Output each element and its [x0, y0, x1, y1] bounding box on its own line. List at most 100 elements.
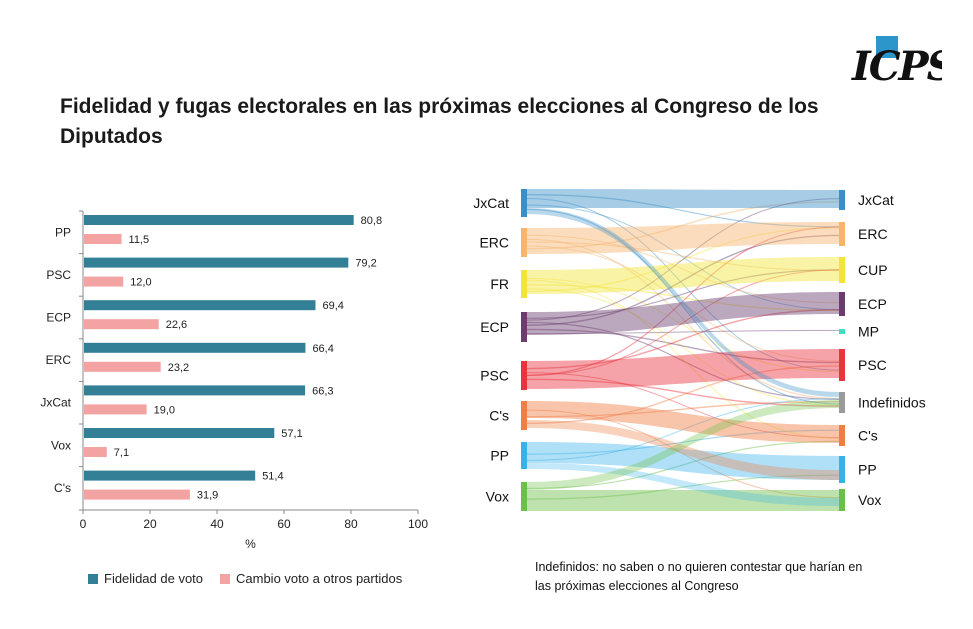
bar-1-ecp — [84, 319, 159, 330]
flow-erc-to-erc — [527, 222, 839, 254]
bar-0-c-s — [84, 470, 256, 481]
right-node-jxcat — [839, 190, 845, 210]
x-tick-label: 80 — [344, 517, 358, 531]
right-node-ecp — [839, 292, 845, 316]
left-node-c-s — [521, 401, 527, 430]
minor-flow-erc-to-jxcat — [526, 201, 840, 250]
right-node-pp — [839, 456, 845, 483]
minor-flow-jxcat-to-indefinidos — [526, 208, 840, 405]
data-label-0-erc: 66,4 — [312, 343, 333, 355]
minor-flow-fr-to-erc — [526, 227, 840, 292]
x-tick-label: 100 — [408, 517, 428, 531]
minor-flow-erc-to-cup — [526, 241, 840, 272]
legend-label-fidelidad: Fidelidad de voto — [104, 571, 204, 586]
right-node-vox — [839, 489, 845, 511]
minor-flow-ecp-to-psc — [526, 328, 840, 364]
minor-flow-c-s-to-indefinidos — [526, 400, 840, 418]
right-node-label-cup: CUP — [858, 262, 888, 278]
x-tick-label: 60 — [277, 517, 291, 531]
data-label-1-vox: 7,1 — [114, 447, 129, 459]
flow-pp-to-pp — [527, 442, 839, 480]
flow-vox-to-vox — [527, 490, 839, 511]
minor-flow-fr-to-ecp — [526, 284, 840, 312]
legend-label-cambio: Cambio voto a otros partidos — [236, 571, 403, 586]
data-label-0-vox: 57,1 — [281, 428, 302, 440]
left-node-label-erc: ERC — [479, 235, 509, 251]
minor-flow-pp-to-c-s — [526, 429, 840, 455]
flow-jxcat-to-indefinidos — [527, 208, 839, 397]
flow-pp-to-vox — [527, 463, 839, 506]
bar-0-erc — [84, 342, 306, 353]
bar-0-jxcat — [84, 385, 306, 396]
left-node-vox — [521, 482, 527, 511]
flow-c-s-to-c-s — [527, 401, 839, 443]
bar-0-pp — [84, 215, 354, 225]
chart-title: Fidelidad y fugas electorales en las pró… — [60, 95, 819, 148]
right-node-psc — [839, 349, 845, 381]
category-label-ecp: ECP — [46, 311, 71, 325]
minor-flow-erc-to-ecp — [526, 234, 840, 304]
category-label-psc: PSC — [46, 268, 71, 282]
minor-flow-vox-to-pp — [526, 474, 840, 500]
flow-vox-to-indefinidos — [527, 400, 839, 490]
data-label-1-psc: 12,0 — [130, 277, 151, 289]
left-node-pp — [521, 442, 527, 469]
sankey-diagram: JxCat ERC FR ECP PSC C's PP Vox JxCat ERC CUP ECP MP… — [473, 189, 926, 511]
left-node-fr — [521, 270, 527, 298]
right-node-label-jxcat: JxCat — [858, 192, 894, 208]
right-node-mp — [839, 329, 845, 334]
data-label-1-ecp: 22,6 — [166, 319, 187, 331]
flow-jxcat-to-jxcat — [527, 189, 839, 208]
legend-item-fidelidad: Fidelidad de voto — [88, 571, 203, 586]
right-node-label-erc: ERC — [858, 226, 888, 242]
indefinidos-note: Indefinidos: no saben o no quieren conte… — [535, 560, 863, 593]
data-label-1-c-s: 31,9 — [197, 490, 218, 502]
bar-1-vox — [84, 447, 107, 457]
minor-flow-ecp-to-mp — [526, 329, 840, 335]
minor-flow-fr-to-c-s — [526, 279, 840, 439]
logo-accent-square — [876, 36, 898, 58]
minor-flow-psc-to-ecp — [526, 309, 840, 370]
right-node-label-ecp: ECP — [858, 296, 887, 312]
right-node-label-mp: MP — [858, 324, 879, 340]
logo-text: ICPS — [851, 43, 942, 90]
right-node-indefinidos — [839, 392, 845, 413]
minor-flow-fr-to-indefinidos — [526, 288, 840, 406]
x-tick-label: 0 — [80, 517, 87, 531]
flow-ecp-to-ecp — [527, 292, 839, 335]
data-label-0-c-s: 51,4 — [262, 471, 283, 483]
bar-1-c-s — [84, 489, 190, 500]
right-node-label-vox: Vox — [858, 492, 881, 508]
right-node-label-c-s: C's — [858, 428, 878, 444]
bar-0-psc — [84, 257, 349, 268]
minor-flow-vox-to-c-s — [526, 440, 840, 489]
minor-flow-psc-to-c-s — [526, 372, 840, 439]
minor-flow-psc-to-indefinidos — [526, 378, 840, 407]
minor-flow-ecp-to-jxcat — [526, 198, 840, 321]
right-node-cup — [839, 257, 845, 283]
data-label-0-jxcat: 66,3 — [312, 385, 333, 397]
minor-flow-psc-to-erc — [526, 226, 840, 376]
data-label-1-jxcat: 19,0 — [154, 404, 175, 416]
bar-chart: 0 20 40 60 80 100% PP 80,8 11,5 PSC 79,2 12,0 ECP 69,… — [40, 210, 428, 551]
category-label-c-s: C's — [54, 481, 71, 495]
minor-flow-pp-to-indefinidos — [526, 398, 840, 461]
x-tick-label: 40 — [210, 517, 224, 531]
right-node-label-indefinidos: Indefinidos — [858, 395, 926, 411]
left-node-label-pp: PP — [490, 448, 509, 464]
x-tick-label: 20 — [143, 517, 157, 531]
bar-0-ecp — [84, 300, 316, 311]
bar-1-psc — [84, 276, 124, 287]
category-label-erc: ERC — [46, 353, 72, 367]
minor-flow-erc-to-indefinidos — [526, 238, 840, 400]
minor-flow-c-s-to-psc — [526, 365, 840, 425]
data-label-0-pp: 80,8 — [361, 215, 382, 227]
legend-swatch-fidelidad — [88, 573, 98, 584]
icps-logo: ICPS — [851, 36, 942, 90]
flow-psc-to-psc — [527, 349, 839, 389]
minor-flow-fr-to-psc — [526, 277, 840, 372]
bar-0-vox — [84, 428, 275, 438]
right-node-c-s — [839, 425, 845, 446]
data-label-1-erc: 23,2 — [168, 362, 189, 374]
left-node-ecp — [521, 312, 527, 342]
